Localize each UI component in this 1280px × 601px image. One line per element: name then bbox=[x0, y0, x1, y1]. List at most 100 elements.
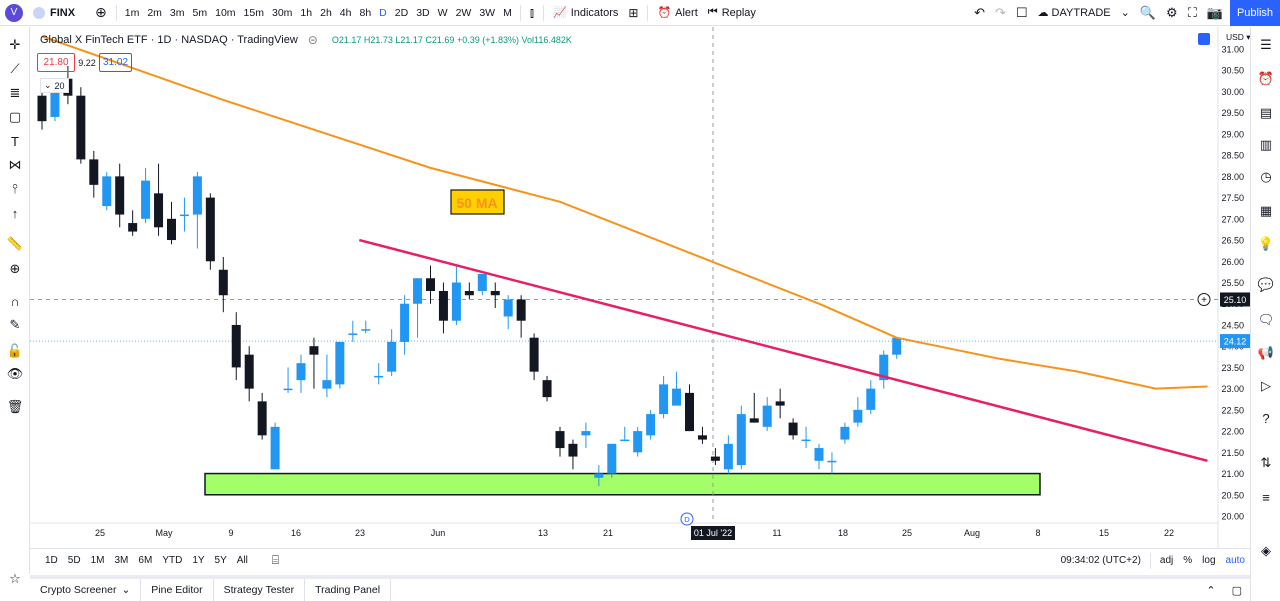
patterns-tool-icon[interactable]: ⋈ bbox=[8, 157, 22, 172]
range-1m[interactable]: 1M bbox=[90, 555, 105, 566]
layers-icon[interactable]: ◈ bbox=[1261, 543, 1271, 558]
chat-icon[interactable]: 💬 bbox=[1257, 277, 1275, 292]
undo-icon[interactable]: ↶ bbox=[974, 4, 985, 20]
legend-dots-icon[interactable]: ⊝ bbox=[307, 33, 318, 47]
interval-8h[interactable]: 8h bbox=[359, 6, 372, 19]
calendar-icon[interactable]: ◷ bbox=[1260, 169, 1272, 184]
bulb-icon[interactable]: 💡 bbox=[1257, 236, 1275, 251]
interval-30m[interactable]: 30m bbox=[271, 6, 293, 19]
auto-toggle[interactable]: auto bbox=[1225, 555, 1245, 566]
interval-3d[interactable]: 3D bbox=[416, 6, 430, 19]
interval-d[interactable]: D bbox=[379, 6, 387, 19]
magnet-icon[interactable]: ∩ bbox=[10, 293, 20, 309]
interval-3m[interactable]: 3m bbox=[169, 6, 185, 19]
symbol-logo-icon bbox=[33, 6, 45, 19]
alert-button[interactable]: ⏰ Alert bbox=[657, 6, 698, 20]
tab-crypto-screener[interactable]: Crypto Screener ⌄ bbox=[30, 579, 142, 601]
order-panel-icon[interactable]: ⇅ bbox=[1260, 455, 1272, 470]
candle-body bbox=[736, 414, 746, 466]
templates-icon[interactable]: ⊞ bbox=[628, 5, 639, 20]
stay-in-drawing-icon[interactable]: ✎ bbox=[9, 317, 21, 332]
replay-button[interactable]: ⏮ Replay bbox=[707, 6, 756, 19]
range-all[interactable]: All bbox=[236, 555, 248, 566]
range-ytd[interactable]: YTD bbox=[162, 555, 183, 566]
interval-w[interactable]: W bbox=[437, 6, 448, 19]
zoom-in-icon[interactable]: ⊕ bbox=[9, 261, 21, 276]
range-1y[interactable]: 1Y bbox=[192, 555, 205, 566]
maximize-panel-icon[interactable]: ▢ bbox=[1231, 584, 1242, 597]
interval-2w[interactable]: 2W bbox=[455, 6, 472, 19]
compare-plus-icon[interactable]: ⊕ bbox=[95, 4, 107, 20]
interval-4h[interactable]: 4h bbox=[339, 6, 352, 19]
range-1d[interactable]: 1D bbox=[45, 555, 58, 566]
range-3m[interactable]: 3M bbox=[114, 555, 129, 566]
interval-2d[interactable]: 2D bbox=[394, 6, 409, 19]
ideas-icon[interactable]: ▦ bbox=[1259, 203, 1273, 218]
interval-m[interactable]: M bbox=[503, 6, 512, 19]
fib-tool-icon[interactable]: ≣ bbox=[9, 85, 21, 100]
alerts-clock-icon[interactable]: ⏰ bbox=[1257, 71, 1275, 86]
price-chart[interactable]: 50 MA 31.00 30.50 30.00 29.50 29.00 28.50 28.00… bbox=[30, 27, 1250, 548]
range-5y[interactable]: 5Y bbox=[214, 555, 227, 566]
layout-name-button[interactable]: ☁ DAYTRADE bbox=[1037, 6, 1111, 20]
settings-gear-icon[interactable]: ⚙ bbox=[1166, 4, 1178, 20]
streams-icon[interactable]: 🗨 bbox=[1257, 312, 1275, 327]
watchlist-icon[interactable]: ☰ bbox=[1260, 37, 1272, 52]
interval-1h[interactable]: 1h bbox=[300, 6, 313, 19]
notifications-icon[interactable]: 📢 bbox=[1257, 345, 1275, 360]
play-icon[interactable]: ▷ bbox=[1261, 378, 1271, 393]
tab-strategy-tester[interactable]: Strategy Tester bbox=[214, 579, 306, 601]
tab-trading-panel[interactable]: Trading Panel bbox=[305, 579, 392, 601]
interval-10m[interactable]: 10m bbox=[215, 6, 236, 19]
add-alert-plus-icon[interactable] bbox=[1197, 292, 1211, 306]
prediction-tool-icon[interactable]: ⫯ bbox=[12, 181, 18, 196]
chart-type-icon[interactable]: ⫾ bbox=[529, 4, 534, 20]
publish-button[interactable]: Publish bbox=[1230, 0, 1280, 26]
interval-3w[interactable]: 3W bbox=[479, 6, 496, 19]
ruler-icon[interactable]: 📏 bbox=[6, 236, 24, 251]
goto-date-calendar-icon[interactable]: ⌸ bbox=[271, 553, 280, 567]
adj-toggle[interactable]: adj bbox=[1159, 555, 1174, 566]
interval-2h[interactable]: 2h bbox=[320, 6, 332, 19]
indicators-button[interactable]: 📈 Indicators bbox=[552, 6, 619, 20]
layout-menu-chevron-icon[interactable]: ⌄ bbox=[1120, 7, 1130, 19]
indicator-collapse-toggle[interactable]: ⌄ 20 bbox=[40, 78, 69, 93]
layout-select-icon[interactable]: ☐ bbox=[1015, 4, 1028, 20]
sell-price[interactable]: 21.80 bbox=[37, 53, 75, 72]
candle-body bbox=[387, 341, 397, 372]
search-icon[interactable]: 🔍 bbox=[1139, 4, 1157, 20]
fullscreen-icon[interactable]: ⛶ bbox=[1187, 4, 1197, 20]
data-window-icon[interactable]: ▤ bbox=[1259, 105, 1273, 120]
interval-1m[interactable]: 1m bbox=[124, 6, 140, 19]
redo-icon[interactable]: ↷ bbox=[994, 4, 1006, 20]
crosshair-icon[interactable]: ✛ bbox=[9, 37, 21, 52]
shapes-tool-icon[interactable]: ▢ bbox=[8, 109, 22, 124]
interval-15m[interactable]: 15m bbox=[243, 6, 264, 19]
trendline-tool-icon[interactable]: ⟋ bbox=[10, 61, 20, 76]
clock-time[interactable]: 09:34:02 (UTC+2) bbox=[1060, 555, 1141, 566]
favorites-star-icon[interactable]: ☆ bbox=[9, 571, 21, 586]
compare-settings-icon[interactable] bbox=[1198, 33, 1210, 45]
lock-icon[interactable]: 🔓 bbox=[6, 343, 24, 358]
range-5d[interactable]: 5D bbox=[67, 555, 81, 566]
log-toggle[interactable]: log bbox=[1202, 555, 1216, 566]
trash-icon[interactable]: 🗑 bbox=[6, 399, 24, 414]
tab-pine-editor[interactable]: Pine Editor bbox=[141, 579, 214, 601]
time-tick-label: 21 bbox=[603, 528, 613, 538]
buy-price[interactable]: 31.02 bbox=[99, 53, 132, 72]
interval-5m[interactable]: 5m bbox=[192, 6, 208, 19]
range-6m[interactable]: 6M bbox=[138, 555, 153, 566]
user-avatar[interactable]: V bbox=[0, 0, 28, 26]
spread-value: 9.22 bbox=[78, 57, 96, 68]
back-arrow-icon[interactable]: ↑ bbox=[11, 205, 19, 221]
text-tool-icon[interactable]: T bbox=[11, 133, 19, 149]
help-icon[interactable]: ? bbox=[1262, 410, 1270, 426]
dom-icon[interactable]: ≡ bbox=[1262, 489, 1270, 505]
hotlist-icon[interactable]: ▥ bbox=[1259, 137, 1273, 152]
interval-2m[interactable]: 2m bbox=[147, 6, 162, 19]
hide-eye-icon[interactable]: 👁 bbox=[6, 366, 24, 381]
symbol-search[interactable]: FINX bbox=[28, 0, 90, 26]
screenshot-camera-icon[interactable]: 📷 bbox=[1206, 4, 1223, 20]
percent-toggle[interactable]: % bbox=[1183, 555, 1193, 566]
collapse-chevron-up-icon[interactable]: ⌃ bbox=[1206, 584, 1216, 597]
